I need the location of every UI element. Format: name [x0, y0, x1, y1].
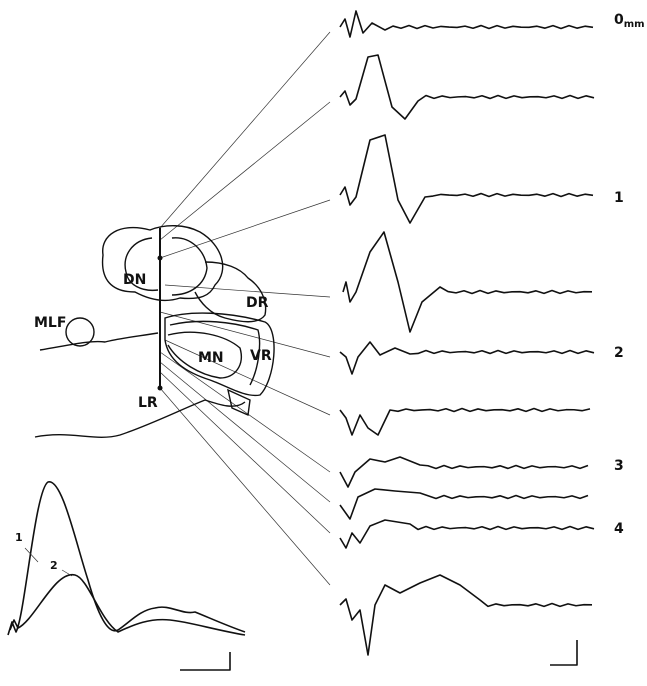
projection-line: [160, 388, 330, 585]
response-trace: [340, 520, 594, 548]
electrode-projections: [160, 32, 330, 585]
projection-line: [160, 372, 330, 533]
region-label: MLF: [34, 315, 66, 331]
depth-label: 4: [614, 521, 624, 537]
projection-line: [160, 32, 330, 228]
depth-value: 0: [614, 12, 624, 28]
region-label: DN: [123, 272, 146, 288]
depth-label: 1: [614, 190, 624, 206]
region-label: MN: [198, 350, 224, 366]
projection-line: [160, 102, 330, 240]
response-trace: [340, 55, 594, 119]
depth-unit: mm: [624, 19, 645, 30]
response-trace: [340, 135, 593, 223]
region-label: LR: [138, 395, 158, 411]
traces: [340, 11, 594, 655]
projection-line: [160, 200, 330, 258]
response-trace: [340, 457, 588, 487]
region-label: VR: [250, 348, 272, 364]
depth-label: 3: [614, 458, 624, 474]
response-trace: [340, 575, 592, 655]
response-trace: [343, 232, 592, 332]
projection-line: [160, 362, 330, 502]
depth-label: 0mm: [614, 12, 645, 30]
depth-label: 2: [614, 345, 624, 361]
projection-line: [160, 312, 330, 357]
figure: DN DR MLF MN VR LR 0mm 1 2 3 4 1 2: [0, 0, 647, 686]
response-trace: [340, 409, 590, 435]
response-trace: [340, 11, 593, 37]
response-trace: [340, 489, 588, 519]
projection-line: [160, 352, 330, 472]
inset-traces: [8, 482, 577, 670]
response-trace: [340, 342, 594, 374]
inset-label: 1: [15, 531, 23, 544]
inset-label: 2: [50, 559, 58, 572]
projection-line: [165, 340, 330, 415]
region-label: DR: [246, 295, 269, 311]
